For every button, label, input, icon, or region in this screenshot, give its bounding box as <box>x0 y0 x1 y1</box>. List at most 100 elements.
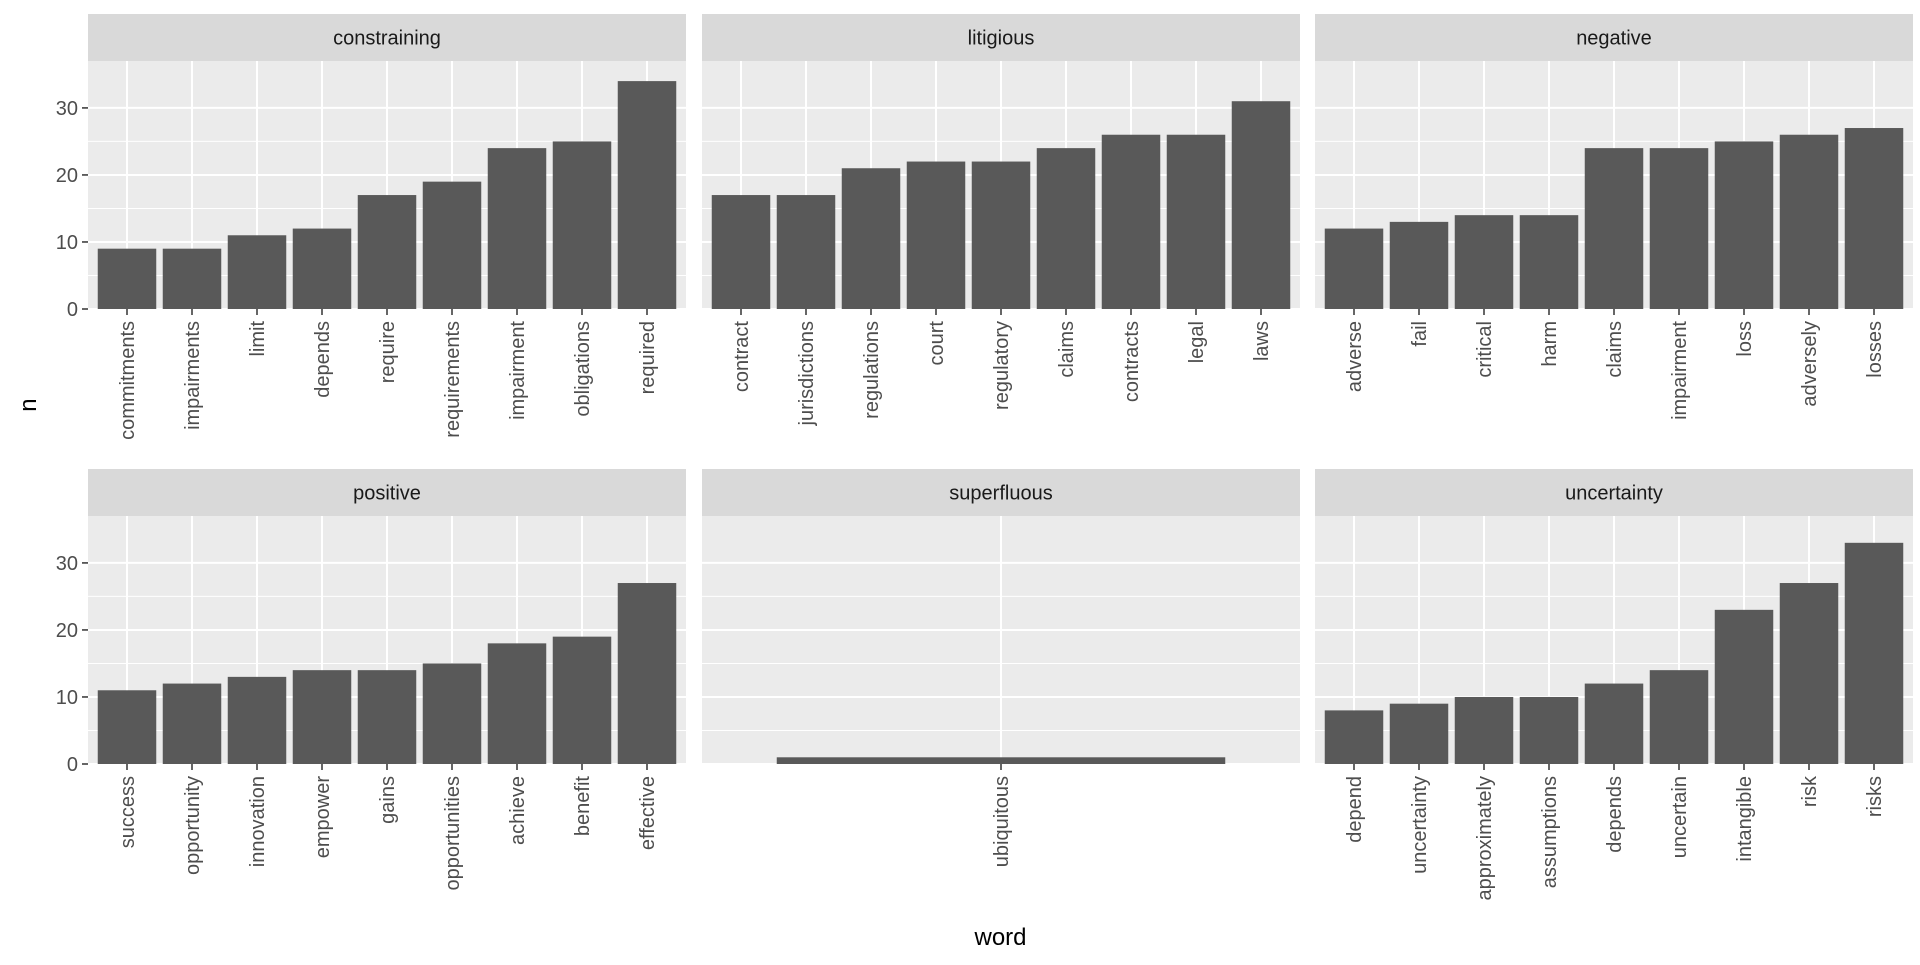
x-tick-label: impairments <box>182 321 204 430</box>
bar-positive-achieve <box>487 643 547 764</box>
x-tick-label: impairment <box>507 321 529 420</box>
y-tick-label: 10 <box>56 232 78 254</box>
x-tick-label: court <box>926 321 948 366</box>
bar-litigious-jurisdictions <box>776 195 836 309</box>
facet-strip-negative <box>1315 14 1913 61</box>
x-tick-label: uncertain <box>1669 776 1691 858</box>
x-tick-label: contract <box>731 321 753 393</box>
x-tick-label: gains <box>377 776 399 824</box>
bar-negative-losses <box>1844 128 1904 309</box>
x-tick-label: ubiquitous <box>991 776 1013 867</box>
bar-constraining-require <box>357 195 417 309</box>
bar-positive-innovation <box>227 676 287 764</box>
bar-uncertainty-uncertainty <box>1389 703 1449 764</box>
x-tick-label: losses <box>1864 321 1886 378</box>
facet-title-superfluous: superfluous <box>949 483 1052 505</box>
x-tick-label: require <box>377 321 399 383</box>
bar-litigious-legal <box>1166 134 1226 309</box>
y-tick-label: 30 <box>56 553 78 575</box>
x-tick-label: innovation <box>247 776 269 867</box>
y-tick-label: 10 <box>56 687 78 709</box>
x-tick-label: regulatory <box>991 321 1013 410</box>
bar-uncertainty-depends <box>1584 683 1644 764</box>
x-tick-label: risks <box>1864 776 1886 817</box>
x-tick-label: benefit <box>572 776 594 836</box>
x-tick-label: depends <box>312 321 334 398</box>
bar-uncertainty-risks <box>1844 542 1904 764</box>
facet-title-uncertainty: uncertainty <box>1565 483 1663 505</box>
bar-uncertainty-approximately <box>1454 696 1514 764</box>
x-tick-label: empower <box>312 776 334 859</box>
bar-positive-gains <box>357 670 417 764</box>
bar-negative-critical <box>1454 215 1514 309</box>
bar-positive-opportunity <box>162 683 222 764</box>
bar-constraining-commitments <box>97 248 157 309</box>
bar-constraining-requirements <box>422 181 482 309</box>
bar-positive-empower <box>292 670 352 764</box>
bar-constraining-required <box>617 81 677 309</box>
x-tick-label: achieve <box>507 776 529 845</box>
x-tick-label: adversely <box>1799 321 1821 407</box>
bar-constraining-limit <box>227 235 287 309</box>
bar-uncertainty-risk <box>1779 583 1839 764</box>
bar-uncertainty-uncertain <box>1649 670 1709 764</box>
facet-strip-constraining <box>88 14 686 61</box>
bar-litigious-laws <box>1231 101 1291 309</box>
facet-strip-uncertainty <box>1315 469 1913 516</box>
x-tick-label: adverse <box>1344 321 1366 392</box>
x-tick-label: requirements <box>442 321 464 438</box>
bar-superfluous-ubiquitous <box>776 757 1226 764</box>
y-tick-label: 20 <box>56 620 78 642</box>
bar-negative-adversely <box>1779 134 1839 309</box>
x-tick-label: opportunity <box>182 776 204 875</box>
facet-strip-positive <box>88 469 686 516</box>
bar-negative-impairment <box>1649 148 1709 309</box>
bar-uncertainty-depend <box>1324 710 1384 764</box>
x-tick-label: commitments <box>117 321 139 440</box>
x-tick-label: claims <box>1056 321 1078 378</box>
bar-uncertainty-assumptions <box>1519 696 1579 764</box>
x-tick-label: opportunities <box>442 776 464 891</box>
y-tick-label: 0 <box>67 754 78 776</box>
y-tick-label: 0 <box>67 299 78 321</box>
x-axis-title: word <box>973 924 1026 951</box>
facet-strip-superfluous <box>702 469 1300 516</box>
bar-negative-fail <box>1389 221 1449 309</box>
facet-title-litigious: litigious <box>968 28 1035 50</box>
bar-negative-loss <box>1714 141 1774 309</box>
facet-strip-litigious <box>702 14 1300 61</box>
bar-constraining-impairments <box>162 248 222 309</box>
bar-uncertainty-intangible <box>1714 609 1774 764</box>
x-tick-label: obligations <box>572 321 594 417</box>
x-tick-label: contracts <box>1121 321 1143 402</box>
x-tick-label: critical <box>1474 321 1496 378</box>
bar-litigious-court <box>906 161 966 309</box>
x-tick-label: harm <box>1539 321 1561 367</box>
bar-positive-success <box>97 690 157 764</box>
x-tick-label: risk <box>1799 775 1821 807</box>
x-tick-label: jurisdictions <box>796 321 818 426</box>
x-tick-label: approximately <box>1474 776 1496 901</box>
y-axis-title: n <box>15 398 42 411</box>
bar-litigious-claims <box>1036 148 1096 309</box>
y-tick-label: 20 <box>56 165 78 187</box>
x-tick-label: depend <box>1344 776 1366 843</box>
x-tick-label: claims <box>1604 321 1626 378</box>
bar-negative-harm <box>1519 215 1579 309</box>
x-tick-label: success <box>117 776 139 848</box>
bar-positive-opportunities <box>422 663 482 764</box>
facet-title-constraining: constraining <box>333 28 441 50</box>
bar-litigious-regulatory <box>971 161 1031 309</box>
bar-positive-benefit <box>552 636 612 764</box>
x-tick-label: regulations <box>861 321 883 419</box>
bar-constraining-obligations <box>552 141 612 309</box>
x-tick-label: limit <box>247 321 269 357</box>
bar-positive-effective <box>617 583 677 764</box>
facet-title-negative: negative <box>1576 28 1652 50</box>
bar-negative-adverse <box>1324 228 1384 309</box>
x-tick-label: laws <box>1251 321 1273 361</box>
x-tick-label: depends <box>1604 776 1626 853</box>
bar-litigious-regulations <box>841 168 901 309</box>
